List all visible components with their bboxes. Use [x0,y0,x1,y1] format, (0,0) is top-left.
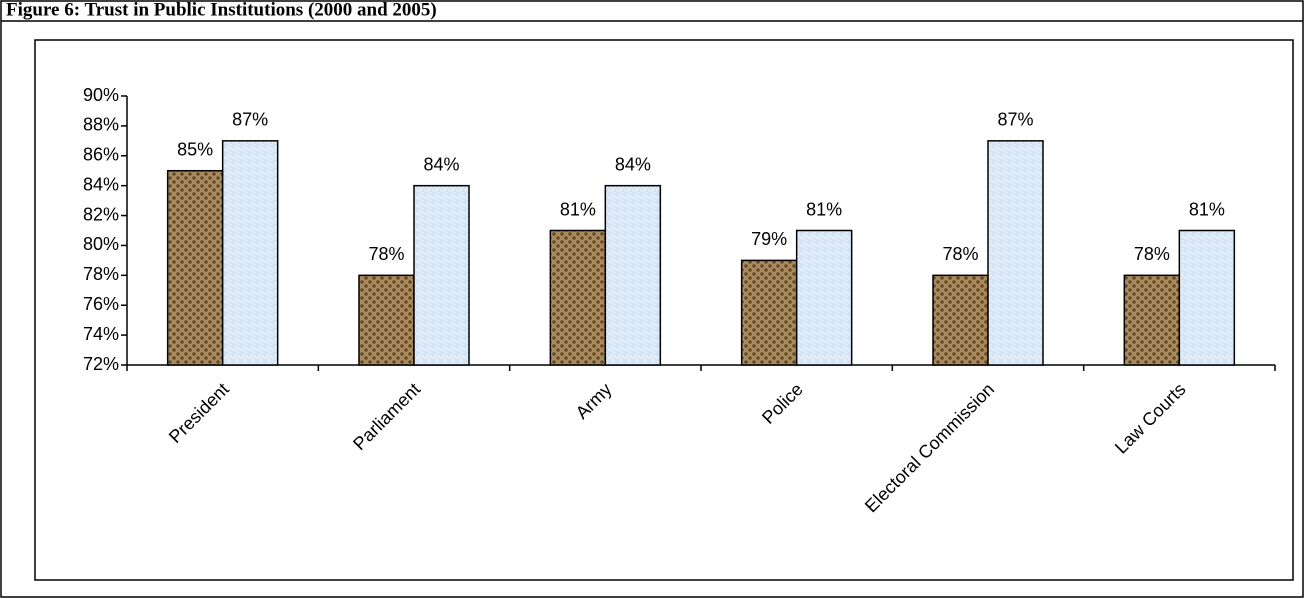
bar [166,169,224,366]
bar [740,259,798,366]
bar [987,140,1044,366]
y-tick-label: 88% [83,115,119,135]
value-label: 84% [423,154,459,174]
value-label: 85% [177,139,213,159]
value-label: 78% [368,244,404,264]
y-tick-label: 76% [83,294,119,314]
y-tick-label: 90% [83,85,119,105]
value-label: 78% [942,244,978,264]
y-tick-label: 72% [83,354,119,374]
bar [221,140,279,366]
bar [358,274,415,366]
bar [932,274,989,366]
value-label: 87% [997,110,1033,130]
bar [604,184,662,366]
y-tick-label: 80% [83,234,119,254]
chart-title: Figure 6: Trust in Public Institutions (… [6,0,437,20]
y-tick-label: 82% [83,204,119,224]
value-label: 84% [615,154,651,174]
bar [549,229,607,366]
bar [795,229,853,366]
value-label: 81% [806,199,842,219]
value-label: 79% [751,229,787,249]
y-tick-label: 84% [83,174,119,194]
value-label: 87% [232,110,268,130]
value-label: 78% [1134,244,1170,264]
value-label: 81% [1189,199,1225,219]
bar [1123,274,1181,366]
bar [1178,229,1236,366]
y-tick-label: 78% [83,264,119,284]
y-tick-label: 74% [83,324,119,344]
value-label: 81% [560,199,596,219]
y-tick-label: 86% [83,145,119,165]
bar [413,184,470,366]
